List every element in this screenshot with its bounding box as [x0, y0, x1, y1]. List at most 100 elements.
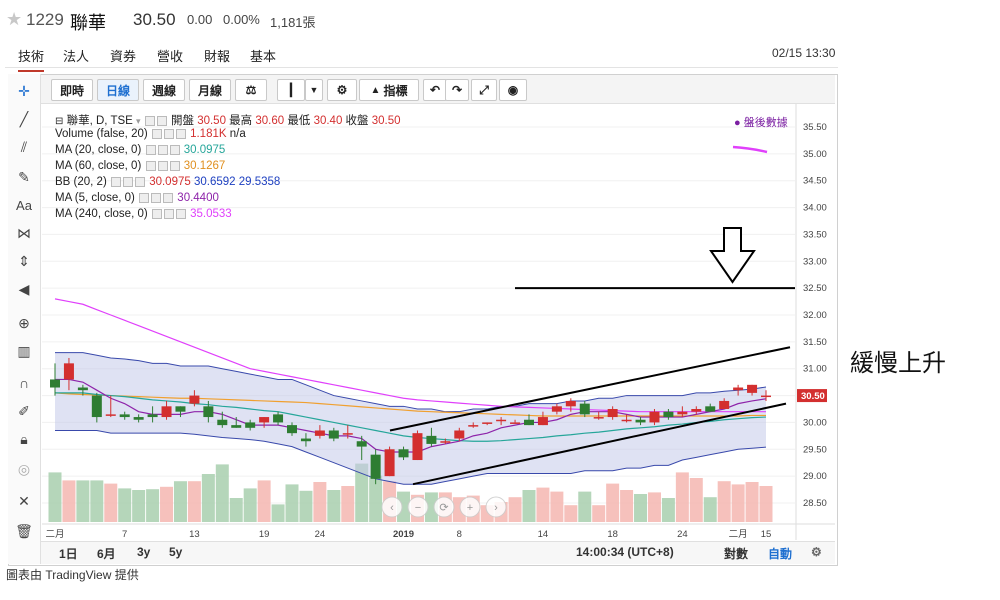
time-tick-label: 8 — [457, 529, 462, 540]
trade-volume: 1,181張 — [270, 15, 316, 30]
price-tick-label: 34.00 — [803, 203, 827, 214]
price-tick-label: 28.50 — [803, 498, 827, 509]
interval-daily-button[interactable]: 日線 — [97, 79, 139, 101]
ma60-line — [54, 392, 766, 417]
candle-body — [496, 419, 507, 422]
measure-icon[interactable]: ⇕ — [18, 252, 30, 269]
fib-icon[interactable]: ⫽ — [20, 138, 28, 155]
volume-bar — [132, 490, 146, 522]
brush-icon[interactable]: ✎ — [18, 168, 30, 185]
candle-body — [733, 387, 744, 391]
volume-bar — [634, 494, 648, 522]
candle-body — [621, 419, 632, 422]
crosshair-icon[interactable]: ✛ — [18, 82, 30, 99]
candle-body — [119, 414, 130, 418]
fullscreen-icon[interactable]: ⤢ — [471, 79, 497, 101]
bollinger-band-fill — [55, 352, 766, 485]
legend-chevron-icon[interactable]: ▾ — [136, 116, 141, 126]
candle-body — [245, 422, 256, 428]
time-tick-label: 14 — [538, 529, 549, 540]
tab-institutional[interactable]: 法人 — [63, 49, 90, 64]
log-scale-toggle[interactable]: 對數 — [724, 547, 749, 561]
range-3y-button[interactable]: 3y — [137, 545, 151, 559]
redo-icon[interactable]: ↷ — [445, 79, 469, 101]
range-6m-button[interactable]: 6月 — [97, 547, 116, 561]
low-value: 30.40 — [313, 115, 343, 127]
zoom-icon[interactable]: ⊕ — [18, 314, 30, 331]
settings-gear-icon[interactable]: ⚙ — [327, 79, 357, 101]
ma5-value: 30.4400 — [177, 192, 219, 204]
candle-body — [273, 414, 284, 423]
candle-body — [314, 430, 325, 436]
ma240-line — [54, 298, 766, 413]
chart-type-icon[interactable]: ┃ — [277, 79, 305, 101]
scroll-control-button — [433, 496, 455, 518]
candle-body — [579, 403, 590, 415]
channel-lower-line — [412, 402, 787, 486]
stock-name: 聯華 — [70, 13, 106, 33]
candle-body — [259, 417, 270, 423]
volume-bar — [661, 498, 675, 522]
candle-body — [77, 387, 88, 391]
compare-icon[interactable]: ⚖ — [235, 79, 267, 101]
undo-icon[interactable]: ↶ — [423, 79, 447, 101]
trash-icon[interactable]: 🗑︎ — [15, 522, 33, 539]
high-value: 30.60 — [255, 115, 285, 127]
stay-drawing-icon[interactable]: ✐ — [18, 402, 30, 419]
price-tick-label: 31.50 — [803, 337, 827, 348]
volume-study-value: 1.181K — [190, 128, 227, 140]
hide-icon[interactable]: ◎ — [17, 460, 31, 477]
interval-monthly-button[interactable]: 月線 — [189, 79, 231, 101]
time-tick-label: 18 — [607, 529, 618, 540]
camera-icon[interactable]: ◉ — [499, 79, 527, 101]
ma20-line — [55, 392, 767, 442]
axis-settings-gear-icon[interactable]: ⚙ — [811, 545, 822, 559]
volume-bar — [592, 505, 606, 522]
legend-eye-icon[interactable] — [144, 115, 155, 126]
volume-bar — [717, 481, 731, 522]
close-value: 30.50 — [371, 115, 401, 127]
tab-margin[interactable]: 資券 — [110, 49, 137, 64]
last-price-tag: 30.50 — [801, 391, 825, 402]
pattern-icon[interactable]: ⋈ — [17, 224, 31, 241]
range-1d-button[interactable]: 1日 — [59, 547, 78, 561]
price-tick-label: 33.00 — [803, 256, 827, 267]
bb-lower-value: 29.5358 — [238, 176, 281, 188]
auto-scale-toggle[interactable]: 自動 — [768, 547, 793, 561]
favorite-star-icon[interactable]: ★ — [6, 9, 23, 29]
legend-volume: Volume (false, 20) 1.181K n/a — [55, 128, 246, 140]
interval-weekly-button[interactable]: 週線 — [143, 79, 185, 101]
interval-intraday-button[interactable]: 即時 — [51, 79, 93, 101]
legend-collapse-icon[interactable]: ⊟ — [55, 116, 64, 127]
arrow-left-icon[interactable]: ◀ — [18, 280, 30, 297]
chevron-down-icon[interactable]: ▼ — [305, 79, 323, 101]
volume-bar — [620, 490, 634, 522]
lock-icon[interactable]: 🔒︎ — [20, 430, 28, 447]
legend-ma240: MA (240, close, 0) 35.0533 — [55, 208, 232, 220]
candle-body — [328, 430, 339, 439]
scroll-control-icon: − — [415, 502, 421, 514]
range-5y-button[interactable]: 5y — [169, 545, 183, 559]
trendline-icon[interactable]: ╱ — [19, 110, 29, 127]
candle-body — [510, 422, 521, 424]
remove-tools-icon[interactable]: ✕ — [18, 492, 30, 509]
ma5-name: MA (5, close, 0) — [55, 192, 135, 204]
legend-settings-icon[interactable] — [156, 115, 167, 126]
after-hours-label[interactable]: ● 盤後數據 — [734, 117, 788, 129]
bars-icon[interactable]: ▥ — [17, 342, 31, 359]
indicators-button[interactable]: ▲ 指標 — [359, 79, 419, 101]
ma5-line — [55, 378, 767, 453]
text-tool-icon[interactable]: Aa — [16, 197, 32, 213]
tab-financials[interactable]: 財報 — [204, 49, 231, 64]
volume-bar — [703, 497, 717, 522]
tab-technical[interactable]: 技術 — [18, 46, 45, 72]
tab-fundamentals[interactable]: 基本 — [250, 49, 277, 64]
volume-bar — [299, 490, 313, 522]
ma240-offscreen-line — [732, 145, 768, 154]
magnet-icon[interactable]: ∩ — [18, 375, 30, 391]
candle-body — [105, 414, 116, 416]
chart-toolbar: 即時 日線 週線 月線 ⚖ ┃ ▼ ⚙ ▲ 指標 ↶ ↷ ⤢ ◉ — [41, 75, 835, 104]
candle-body — [63, 363, 74, 380]
tab-revenue[interactable]: 營收 — [157, 49, 184, 64]
